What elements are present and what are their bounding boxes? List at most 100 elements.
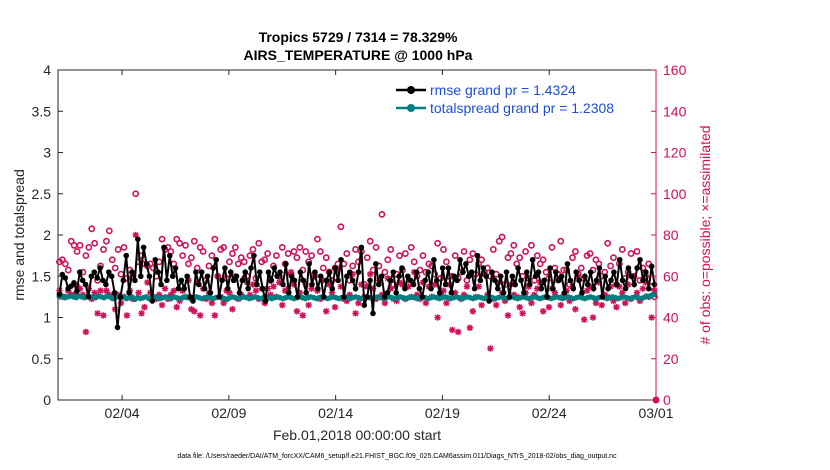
rmse-point: [512, 281, 519, 288]
obs-possible-marker: [349, 262, 357, 270]
right-y-tick-label: 100: [663, 186, 687, 202]
obs-possible-marker: [64, 266, 72, 274]
rmse-point: [62, 275, 69, 281]
rmse-point: [608, 277, 614, 284]
rmse-point: [480, 265, 487, 271]
rmse-point: [306, 261, 312, 267]
obs-assimilated-marker: [173, 303, 180, 311]
rmse-point: [76, 269, 83, 275]
asterisk-stroke: [546, 304, 552, 311]
left-y-tick-label: 0: [43, 392, 51, 408]
obs-assimilated-marker: [211, 312, 219, 319]
obs-possible-marker: [533, 252, 541, 260]
obs-possible-marker: [220, 243, 228, 251]
rmse-point: [303, 289, 309, 296]
rmse-point: [567, 277, 574, 284]
x-axis-label: Feb.01,2018 00:00:00 start: [273, 427, 441, 443]
obs-possible-marker: [111, 264, 119, 272]
asterisk-stroke: [622, 300, 629, 306]
right-y-tick-label: 120: [663, 145, 687, 161]
obs-possible-marker: [314, 235, 321, 243]
x-tick-label: 02/24: [532, 405, 567, 421]
rmse-point: [599, 294, 606, 300]
asterisk-stroke: [534, 285, 541, 292]
rmse-point: [268, 277, 275, 284]
rmse-point: [300, 277, 307, 284]
obs-possible-marker: [284, 250, 292, 257]
rmse-point: [651, 281, 658, 288]
rmse-point: [582, 273, 588, 280]
obs-possible-marker: [387, 246, 395, 253]
obs-assimilated-marker: [331, 303, 339, 311]
rmse-point: [56, 291, 63, 298]
obs-assimilated-marker: [580, 316, 588, 323]
left-y-axis-label: rmse and totalspread: [11, 169, 27, 301]
asterisk-stroke: [299, 312, 306, 319]
asterisk-stroke: [587, 283, 593, 290]
rmse-point: [497, 273, 504, 280]
obs-assimilated-marker: [270, 283, 277, 290]
rmse-point: [486, 298, 492, 304]
rmse-point: [489, 269, 495, 275]
rmse-point: [439, 265, 446, 271]
asterisk-stroke: [211, 312, 218, 319]
rmse-point: [346, 269, 353, 275]
obs-assimilated-marker: [516, 303, 523, 311]
obs-possible-marker: [249, 246, 257, 253]
obs-assimilated-marker: [229, 306, 236, 313]
obs-possible-marker: [182, 241, 189, 249]
obs-assimilated-marker: [454, 328, 462, 336]
rmse-point: [402, 285, 408, 292]
obs-assimilated-marker: [466, 324, 474, 332]
rmse-point: [431, 256, 437, 263]
obs-possible-marker: [390, 281, 398, 288]
rmse-point: [103, 281, 109, 288]
rmse-point: [262, 298, 269, 304]
obs-assimilated-marker: [323, 308, 330, 315]
rmse-point: [367, 277, 373, 284]
asterisk-stroke: [592, 300, 599, 306]
obs-possible-marker: [91, 239, 99, 247]
asterisk-stroke: [487, 345, 494, 352]
obs-possible-marker: [82, 252, 90, 260]
rmse-point: [393, 289, 399, 296]
asterisk-stroke: [613, 304, 620, 311]
obs-assimilated-marker: [478, 301, 485, 309]
obs-assimilated-marker: [100, 312, 107, 319]
obs-assimilated-marker: [123, 312, 131, 319]
rmse-point: [358, 244, 365, 251]
obs-possible-marker: [419, 252, 427, 260]
obs-possible-marker: [264, 250, 271, 257]
rmse-point: [416, 285, 423, 292]
rmse-point: [538, 285, 545, 292]
rmse-point: [216, 294, 222, 300]
obs-assimilated-marker: [463, 283, 471, 290]
obs-possible-marker: [190, 237, 198, 245]
right-y-axis-label: # of obs: o=possible; ×=assimilated: [697, 125, 713, 344]
obs-possible-marker: [272, 252, 280, 260]
rmse-point: [370, 310, 376, 317]
rmse-point: [413, 269, 420, 275]
asterisk-stroke: [516, 304, 523, 311]
obs-possible-marker: [322, 254, 330, 262]
rmse-point: [175, 285, 182, 292]
rmse-point: [123, 252, 130, 259]
rmse-point: [222, 265, 228, 271]
asterisk-stroke: [551, 289, 558, 296]
rmse-point: [332, 265, 339, 271]
asterisk-stroke: [162, 285, 168, 292]
left-y-tick-label: 4: [43, 62, 51, 78]
asterisk-stroke: [463, 283, 470, 290]
rmse-point: [117, 294, 124, 300]
rmse-point: [553, 269, 559, 275]
obs-possible-marker: [85, 243, 93, 251]
obs-possible-marker: [577, 264, 585, 272]
rmse-point: [94, 275, 100, 281]
obs-assimilated-marker: [141, 303, 148, 311]
rmse-point: [280, 281, 286, 288]
rmse-point: [373, 261, 379, 267]
asterisk-stroke: [478, 302, 485, 309]
obs-assimilated-marker: [622, 299, 629, 307]
asterisk-stroke: [103, 287, 110, 294]
